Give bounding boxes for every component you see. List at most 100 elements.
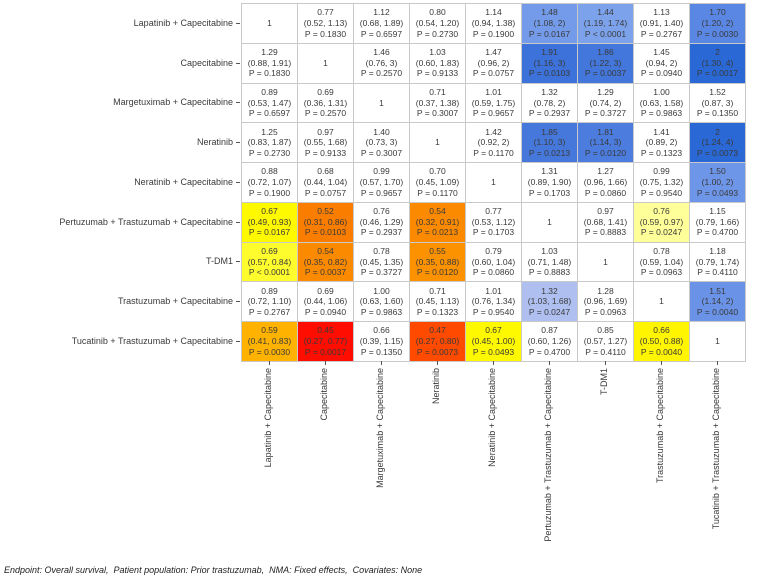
matrix-cell-r8-c9: 1.51 (1.14, 2) P = 0.0040 xyxy=(690,282,746,322)
matrix-cell-r2-c3: 1.46 (0.76, 3) P = 0.2570 xyxy=(354,43,410,84)
matrix-cell-r7-c1: 0.69 (0.57, 0.84) P < 0.0001 xyxy=(242,242,298,283)
matrix-cell-r4-c5: 1.42 (0.92, 2) P = 0.1170 xyxy=(466,123,522,163)
matrix-cell-r5-c3: 0.99 (0.57, 1.70) P = 0.9657 xyxy=(354,163,410,203)
matrix-cell-r6-c9: 1.15 (0.79, 1.66) P = 0.4700 xyxy=(690,202,746,243)
matrix-cell-r6-c3: 0.76 (0.46, 1.29) P = 0.2937 xyxy=(354,202,410,243)
y-axis-tick xyxy=(236,221,240,223)
x-axis-tick xyxy=(325,361,326,365)
matrix-cell-r8-c5: 1.01 (0.76, 1.34) P = 0.9540 xyxy=(466,282,522,322)
matrix-cell-r1-c6: 1.48 (1.08, 2) P = 0.0167 xyxy=(522,4,578,44)
col-label: Neratinib + Capecitabine xyxy=(487,368,497,467)
hr-matrix-grid: 1 0.77 (0.52, 1.13) P = 0.1830 1.12 (0.68, 1.… xyxy=(241,3,746,362)
matrix-cell-r9-c6: 0.87 (0.60, 1.26) P = 0.4700 xyxy=(522,322,578,362)
matrix-cell-r7-c9: 1.18 (0.79, 1.74) P = 0.4110 xyxy=(690,242,746,283)
matrix-cell-r7-c6: 1.03 (0.71, 1.48) P = 0.8883 xyxy=(522,242,578,283)
matrix-cell-r2-c5: 1.47 (0.96, 2) P = 0.0757 xyxy=(466,43,522,84)
matrix-cell-r4-c1: 1.25 (0.83, 1.87) P = 0.2730 xyxy=(242,123,298,163)
matrix-cell-r9-c9: 1 xyxy=(690,322,746,362)
matrix-cell-r8-c3: 1.00 (0.63, 1.60) P = 0.9863 xyxy=(354,282,410,322)
matrix-cell-r4-c4: 1 xyxy=(410,123,466,163)
col-label: Pertuzumab + Trastuzumab + Capecitabine xyxy=(543,368,553,542)
matrix-cell-r4-c9: 2 (1.24, 4) P = 0.0073 xyxy=(690,123,746,163)
matrix-cell-r9-c7: 0.85 (0.57, 1.27) P = 0.4110 xyxy=(578,322,634,362)
matrix-cell-r5-c1: 0.88 (0.72, 1.07) P = 0.1900 xyxy=(242,163,298,203)
matrix-cell-r5-c2: 0.68 (0.44, 1.04) P = 0.0757 xyxy=(298,163,354,203)
matrix-cell-r4-c7: 1.81 (1.14, 3) P = 0.0120 xyxy=(578,123,634,163)
matrix-cell-r3-c6: 1.32 (0.78, 2) P = 0.2937 xyxy=(522,83,578,124)
matrix-cell-r5-c4: 0.70 (0.45, 1.09) P = 0.1170 xyxy=(410,163,466,203)
matrix-cell-r9-c8: 0.66 (0.50, 0.88) P = 0.0040 xyxy=(634,322,690,362)
y-axis-tick xyxy=(236,261,240,263)
matrix-cell-r5-c6: 1.31 (0.89, 1.90) P = 0.1703 xyxy=(522,163,578,203)
y-axis-tick xyxy=(236,181,240,183)
matrix-cell-r9-c1: 0.59 (0.41, 0.83) P = 0.0030 xyxy=(242,322,298,362)
matrix-cell-r7-c5: 0.79 (0.60, 1.04) P = 0.0860 xyxy=(466,242,522,283)
matrix-cell-r3-c7: 1.29 (0.74, 2) P = 0.3727 xyxy=(578,83,634,124)
matrix-cell-r3-c3: 1 xyxy=(354,83,410,124)
matrix-cell-r4-c8: 1.41 (0.89, 2) P = 0.1323 xyxy=(634,123,690,163)
matrix-cell-r2-c6: 1.91 (1.16, 3) P = 0.0103 xyxy=(522,43,578,84)
matrix-cell-r9-c4: 0.47 (0.27, 0.80) P = 0.0073 xyxy=(410,322,466,362)
matrix-cell-r1-c1: 1 xyxy=(242,4,298,44)
matrix-cell-r6-c7: 0.97 (0.68, 1.41) P = 0.8883 xyxy=(578,202,634,243)
y-axis-tick xyxy=(236,62,240,64)
x-axis-tick xyxy=(717,361,718,365)
x-axis-tick xyxy=(269,361,270,365)
row-label: Tucatinib + Trastuzumab + Capecitabine xyxy=(71,335,233,346)
matrix-cell-r7-c4: 0.55 (0.35, 0.88) P = 0.0120 xyxy=(410,242,466,283)
matrix-cell-r5-c7: 1.27 (0.96, 1.66) P = 0.0860 xyxy=(578,163,634,203)
matrix-cell-r3-c8: 1.00 (0.63, 1.58) P = 0.9863 xyxy=(634,83,690,124)
matrix-cell-r4-c3: 1.40 (0.73, 3) P = 0.3007 xyxy=(354,123,410,163)
matrix-cell-r9-c3: 0.66 (0.39, 1.15) P = 0.1350 xyxy=(354,322,410,362)
matrix-cell-r8-c7: 1.28 (0.96, 1.69) P = 0.0963 xyxy=(578,282,634,322)
matrix-cell-r7-c7: 1 xyxy=(578,242,634,283)
matrix-cell-r1-c8: 1.13 (0.91, 1.40) P = 0.2767 xyxy=(634,4,690,44)
x-axis-tick xyxy=(661,361,662,365)
matrix-cell-r9-c5: 0.67 (0.45, 1.00) P = 0.0493 xyxy=(466,322,522,362)
matrix-cell-r2-c8: 1.45 (0.94, 2) P = 0.0940 xyxy=(634,43,690,84)
matrix-cell-r2-c4: 1.03 (0.60, 1.83) P = 0.9133 xyxy=(410,43,466,84)
matrix-cell-r1-c7: 1.44 (1.19, 1.74) P < 0.0001 xyxy=(578,4,634,44)
row-label: Margetuximab + Capecitabine xyxy=(113,97,233,108)
col-label: T-DM1 xyxy=(599,368,609,395)
matrix-cell-r2-c9: 2 (1.30, 4) P = 0.0017 xyxy=(690,43,746,84)
matrix-cell-r4-c6: 1.85 (1.10, 3) P = 0.0213 xyxy=(522,123,578,163)
matrix-cell-r7-c8: 0.78 (0.59, 1.04) P = 0.0963 xyxy=(634,242,690,283)
col-label: Neratinib xyxy=(431,368,441,405)
matrix-cell-r5-c8: 0.99 (0.75, 1.32) P = 0.9540 xyxy=(634,163,690,203)
matrix-cell-r7-c3: 0.78 (0.45, 1.35) P = 0.3727 xyxy=(354,242,410,283)
matrix-cell-r2-c7: 1.86 (1.22, 3) P = 0.0037 xyxy=(578,43,634,84)
col-label: Trastuzumab + Capecitabine xyxy=(655,368,665,483)
matrix-cell-r5-c9: 1.50 (1.00, 2) P = 0.0493 xyxy=(690,163,746,203)
matrix-cell-r3-c5: 1.01 (0.59, 1.75) P = 0.9657 xyxy=(466,83,522,124)
matrix-cell-r9-c2: 0.45 (0.27, 0.77) P = 0.0017 xyxy=(298,322,354,362)
y-axis-tick xyxy=(236,22,240,24)
matrix-cell-r8-c4: 0.71 (0.45, 1.13) P = 0.1323 xyxy=(410,282,466,322)
matrix-cell-r8-c8: 1 xyxy=(634,282,690,322)
row-label: Lapatinib + Capecitabine xyxy=(133,17,233,28)
matrix-cell-r6-c6: 1 xyxy=(522,202,578,243)
matrix-cell-r1-c2: 0.77 (0.52, 1.13) P = 0.1830 xyxy=(298,4,354,44)
row-label: Neratinib + Capecitabine xyxy=(134,176,233,187)
col-label: Margetuximab + Capecitabine xyxy=(375,368,385,488)
col-label: Lapatinib + Capecitabine xyxy=(263,368,273,468)
matrix-cell-r3-c1: 0.89 (0.53, 1.47) P = 0.6597 xyxy=(242,83,298,124)
matrix-cell-r1-c3: 1.12 (0.68, 1.89) P = 0.6597 xyxy=(354,4,410,44)
x-axis-tick xyxy=(549,361,550,365)
x-axis-tick xyxy=(493,361,494,365)
row-label: Neratinib xyxy=(196,137,233,148)
col-label: Tucatinib + Trastuzumab + Capecitabine xyxy=(711,368,721,530)
matrix-cell-r1-c4: 0.80 (0.54, 1.20) P = 0.2730 xyxy=(410,4,466,44)
matrix-cell-r6-c1: 0.67 (0.49, 0.93) P = 0.0167 xyxy=(242,202,298,243)
matrix-cell-r5-c5: 1 xyxy=(466,163,522,203)
row-label: Pertuzumab + Trastuzumab + Capecitabine xyxy=(59,216,233,227)
matrix-cell-r6-c4: 0.54 (0.32, 0.91) P = 0.0213 xyxy=(410,202,466,243)
y-axis-tick xyxy=(236,102,240,104)
matrix-cell-r6-c5: 0.77 (0.53, 1.12) P = 0.1703 xyxy=(466,202,522,243)
matrix-cell-r2-c1: 1.29 (0.88, 1.91) P = 0.1830 xyxy=(242,43,298,84)
matrix-cell-r7-c2: 0.54 (0.35, 0.82) P = 0.0037 xyxy=(298,242,354,283)
matrix-cell-r3-c9: 1.52 (0.87, 3) P = 0.1350 xyxy=(690,83,746,124)
matrix-cell-r3-c4: 0.71 (0.37, 1.38) P = 0.3007 xyxy=(410,83,466,124)
y-axis-tick xyxy=(236,142,240,144)
y-axis-tick xyxy=(236,340,240,342)
